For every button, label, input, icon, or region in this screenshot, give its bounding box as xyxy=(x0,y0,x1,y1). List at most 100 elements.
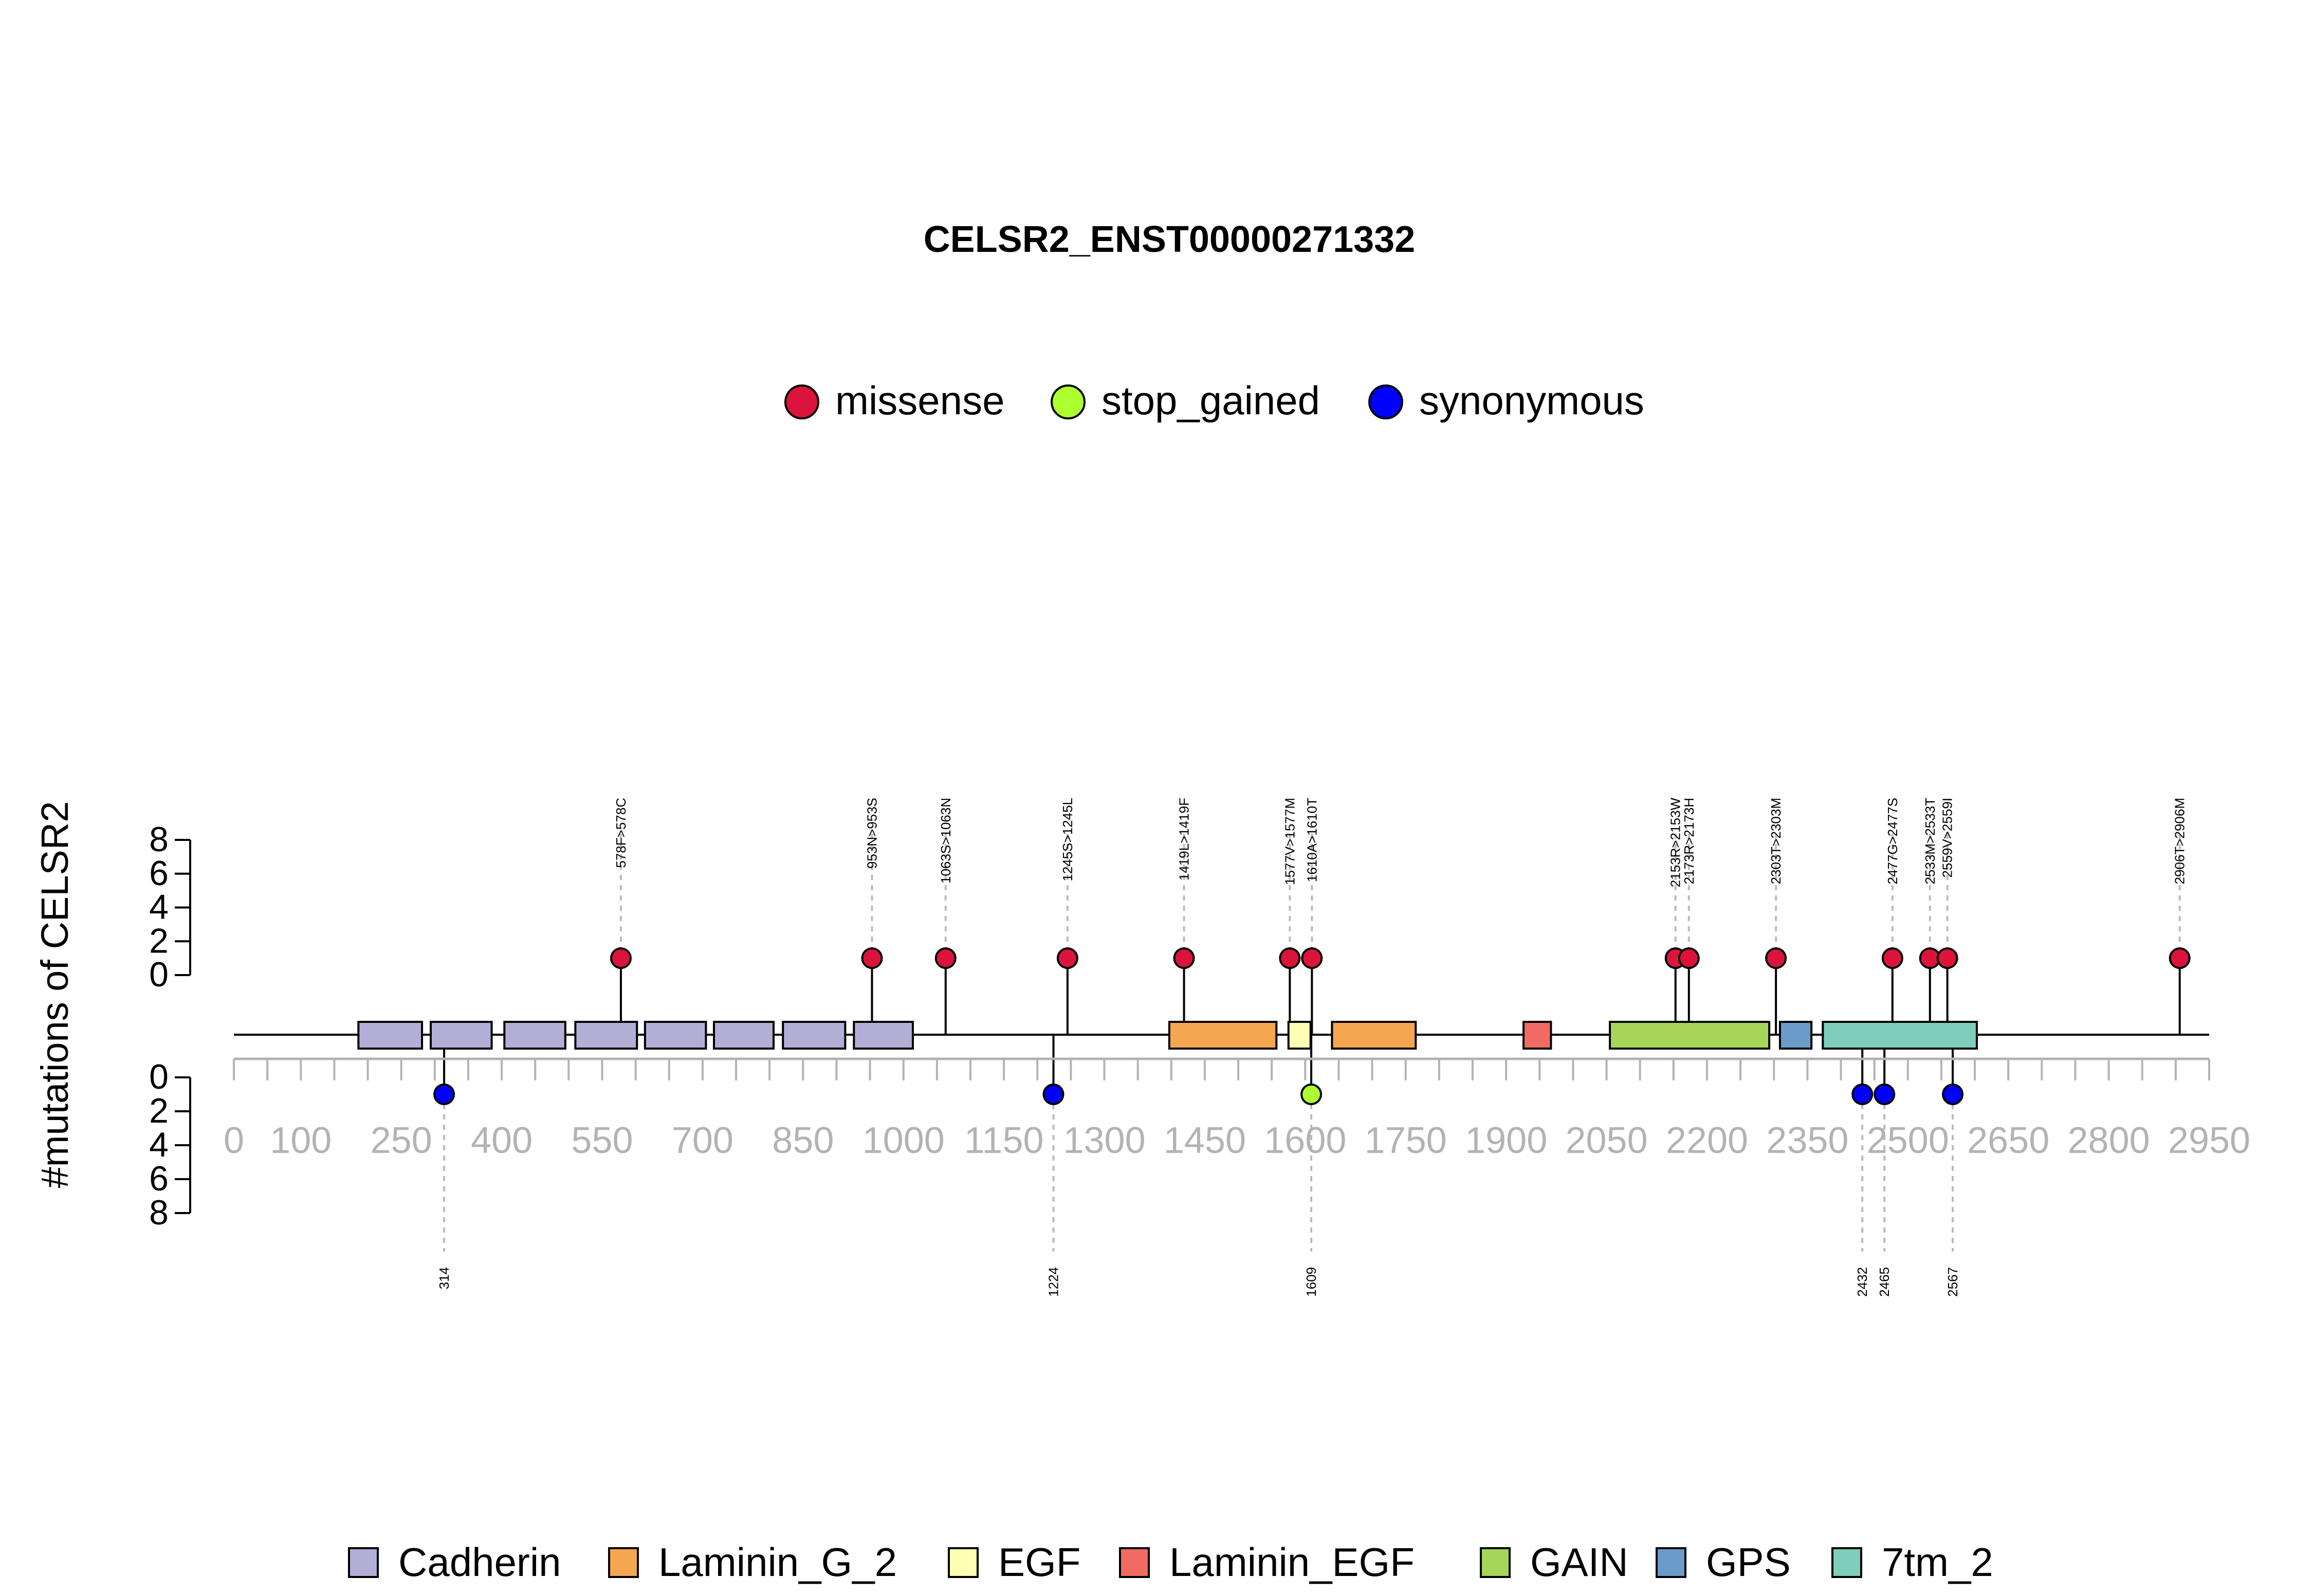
chart-title: CELSR2_ENST00000271332 xyxy=(924,219,1416,260)
domain-GPS-13 xyxy=(1778,1021,1813,1050)
domain-Laminin_G_2-8 xyxy=(1168,1021,1278,1050)
legend-label-missense: missense xyxy=(835,378,1004,423)
mutation-label-1577: 1577V>1577M xyxy=(1282,798,1297,885)
mutation-point-2559 xyxy=(1936,947,1958,969)
domain-legend-label-Laminin_EGF: Laminin_EGF xyxy=(1169,1539,1415,1585)
protein-domains xyxy=(357,1021,1978,1050)
domain-Cadherin-4 xyxy=(644,1021,707,1050)
mutation-point-lower-2567 xyxy=(1942,1084,1964,1105)
mutation-point-1419 xyxy=(1173,947,1195,969)
domain-legend-swatch-Laminin_EGF xyxy=(1119,1547,1150,1578)
y-tick-label-upper-4: 4 xyxy=(149,888,169,927)
mutation-label-2153: 2153R>2153W xyxy=(1668,798,1683,888)
x-tick-label-100: 100 xyxy=(270,1120,332,1161)
mutation-point-578 xyxy=(610,947,632,969)
x-tick-label-0: 0 xyxy=(224,1120,244,1161)
mutation-labels: 578F>578C 953N>953S 1063S>1063N 1245S>1245L… xyxy=(436,798,2188,1297)
mutation-label-2559: 2559V>2559I xyxy=(1940,798,1955,877)
mutation-label-578: 578F>578C xyxy=(613,798,629,868)
mutation-label-1063: 1063S>1063N xyxy=(938,798,953,884)
y-tick-label-lower-6: 6 xyxy=(149,1159,169,1198)
mutation-label-953: 953N>953S xyxy=(864,798,879,869)
mutation-point-953 xyxy=(861,947,883,969)
y-tick-label-upper-8: 8 xyxy=(149,820,169,859)
x-tick-label-2350: 2350 xyxy=(1766,1120,1848,1161)
domain-legend-label-7tm_2: 7tm_2 xyxy=(1882,1539,1993,1585)
x-tick-label-1150: 1150 xyxy=(964,1120,1044,1161)
mutation-label-lower-2567: 2567 xyxy=(1945,1267,1960,1297)
mutation-label-2477: 2477G>2477S xyxy=(1885,798,1900,884)
x-tick-label-2650: 2650 xyxy=(1967,1120,2049,1161)
domain-Cadherin-1 xyxy=(429,1021,493,1050)
x-tick-label-400: 400 xyxy=(471,1120,533,1161)
domain-legend-swatch-Laminin_G_2 xyxy=(608,1547,639,1578)
x-tick-label-250: 250 xyxy=(371,1120,432,1161)
domain-EGF-9 xyxy=(1287,1021,1312,1050)
mutation-legend: missense stop_gained synonymous xyxy=(784,378,1644,423)
mutation-label-lower-1609: 1609 xyxy=(1304,1267,1319,1297)
domain-Cadherin-3 xyxy=(574,1021,638,1050)
mutation-label-lower-2465: 2465 xyxy=(1877,1267,1892,1297)
x-tick-label-550: 550 xyxy=(571,1120,633,1161)
mutation-point-lower-2465 xyxy=(1874,1084,1896,1105)
domain-Cadherin-0 xyxy=(357,1021,424,1050)
domain-Cadherin-2 xyxy=(503,1021,566,1050)
domain-7tm_2-14 xyxy=(1822,1021,1978,1050)
mutation-label-lower-1224: 1224 xyxy=(1046,1267,1061,1297)
mutation-point-1245 xyxy=(1056,947,1078,969)
mutation-label-1610: 1610A>1610T xyxy=(1304,798,1319,882)
chart-title-group: CELSR2_ENST00000271332 xyxy=(924,219,1416,260)
mutation-point-lower-314 xyxy=(433,1084,455,1105)
domain-legend-label-Cadherin: Cadherin xyxy=(398,1539,561,1585)
y-tick-label-upper-6: 6 xyxy=(149,854,169,893)
mutation-label-2173: 2173R>2173H xyxy=(1681,798,1697,884)
mutation-point-lower-1224 xyxy=(1042,1084,1064,1105)
domain-legend-swatch-7tm_2 xyxy=(1831,1547,1862,1578)
domain-legend-swatch-GPS xyxy=(1656,1547,1686,1578)
mutation-label-1245: 1245S>1245L xyxy=(1060,798,1075,882)
x-tick-label-1300: 1300 xyxy=(1063,1120,1145,1161)
legend-label-stop_gained: stop_gained xyxy=(1102,378,1320,423)
mutation-label-1419: 1419L>1419F xyxy=(1177,798,1192,880)
mutation-label-lower-2432: 2432 xyxy=(1855,1267,1870,1297)
mutation-point-2173 xyxy=(1678,947,1700,969)
y-tick-label-lower-8: 8 xyxy=(149,1193,169,1232)
domain-Laminin_G_2-10 xyxy=(1331,1021,1417,1050)
domain-legend-swatch-EGF xyxy=(948,1547,979,1578)
legend-marker-synonymous xyxy=(1368,384,1403,419)
mutation-point-2906 xyxy=(2169,947,2191,969)
legend-marker-missense xyxy=(784,384,819,419)
domain-GAIN-12 xyxy=(1609,1021,1771,1050)
x-tick-label-2200: 2200 xyxy=(1666,1120,1748,1161)
x-tick-label-1000: 1000 xyxy=(862,1120,945,1161)
x-tick-label-1900: 1900 xyxy=(1465,1120,1547,1161)
domain-legend-label-EGF: EGF xyxy=(998,1539,1080,1585)
mutation-point-1610 xyxy=(1301,947,1323,969)
y-tick-label-upper-2: 2 xyxy=(149,921,169,960)
x-tick-label-700: 700 xyxy=(672,1120,733,1161)
x-tick-label-2500: 2500 xyxy=(1867,1120,1949,1161)
mutation-label-2303: 2303T>2303M xyxy=(1768,798,1784,884)
domain-legend-label-GAIN: GAIN xyxy=(1530,1539,1628,1585)
mutation-label-2533: 2533M>2533T xyxy=(1922,798,1938,885)
y-axis-title: #mutations of CELSR2 xyxy=(33,801,76,1188)
mutation-label-2906: 2906T>2906M xyxy=(2172,798,2188,884)
mutation-point-1577 xyxy=(1279,947,1301,969)
legend-marker-stop_gained xyxy=(1051,384,1086,419)
domain-legend-swatch-GAIN xyxy=(1480,1547,1511,1578)
mutation-point-2477 xyxy=(1881,947,1903,969)
x-axis: 0 100 250 400 550 700 850 1000 1150 1300 1450 1600 1… xyxy=(224,1057,2250,1161)
y-tick-label-upper-0: 0 xyxy=(149,955,169,994)
x-tick-label-2050: 2050 xyxy=(1565,1120,1647,1161)
domain-legend-label-Laminin_G_2: Laminin_G_2 xyxy=(658,1539,897,1585)
mutation-point-1063 xyxy=(934,947,957,969)
domain-legend-label-GPS: GPS xyxy=(1706,1539,1791,1585)
mutation-point-2303 xyxy=(1765,947,1787,969)
mutation-point-lower-1609 xyxy=(1300,1084,1323,1105)
domain-legend: Cadherin Laminin_G_2 EGF Laminin_EGF GAIN GPS… xyxy=(348,1539,1993,1585)
mutation-label-lower-314: 314 xyxy=(436,1267,452,1289)
x-tick-label-1450: 1450 xyxy=(1164,1120,1246,1161)
